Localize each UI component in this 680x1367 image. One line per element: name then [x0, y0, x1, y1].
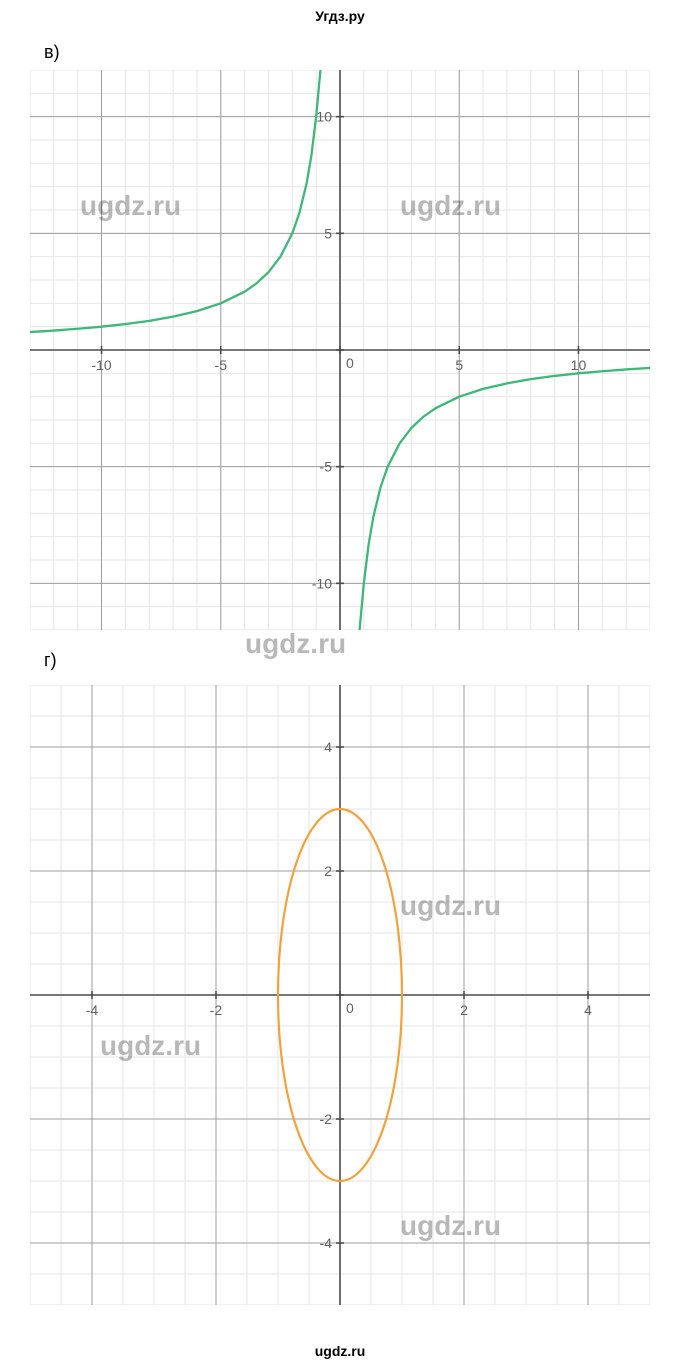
svg-text:5: 5 [324, 225, 332, 241]
chart-svg: -10 -5 0 5 10 -10 -5 5 10 [30, 70, 650, 630]
chart-hyperbola: -10 -5 0 5 10 -10 -5 5 10 [30, 70, 650, 630]
svg-text:-4: -4 [86, 1002, 99, 1018]
header-site: Угдз.ру [315, 8, 365, 24]
svg-text:2: 2 [460, 1002, 468, 1018]
panel-bottom-label: г) [44, 650, 57, 671]
svg-text:4: 4 [584, 1002, 592, 1018]
page-footer: ugdz.ru [0, 1343, 680, 1359]
svg-text:4: 4 [324, 739, 332, 755]
svg-text:2: 2 [324, 863, 332, 879]
svg-text:10: 10 [316, 109, 332, 125]
page-header: Угдз.ру [0, 0, 680, 32]
svg-text:-10: -10 [91, 357, 111, 373]
svg-text:-4: -4 [320, 1235, 333, 1251]
svg-text:-2: -2 [210, 1002, 223, 1018]
watermark-text: ugdz.ru [245, 628, 346, 660]
panel-top-label: в) [44, 42, 60, 63]
svg-text:-5: -5 [320, 459, 333, 475]
footer-site: ugdz.ru [315, 1343, 366, 1359]
svg-text:10: 10 [571, 357, 587, 373]
svg-text:5: 5 [455, 357, 463, 373]
svg-text:-2: -2 [320, 1111, 333, 1127]
svg-text:0: 0 [346, 1000, 354, 1016]
chart-ellipse: -4 -2 0 2 4 -4 -2 2 4 [30, 685, 650, 1305]
svg-text:-5: -5 [215, 357, 228, 373]
svg-text:0: 0 [346, 355, 354, 371]
chart-svg: -4 -2 0 2 4 -4 -2 2 4 [30, 685, 650, 1305]
svg-text:-10: -10 [312, 575, 332, 591]
